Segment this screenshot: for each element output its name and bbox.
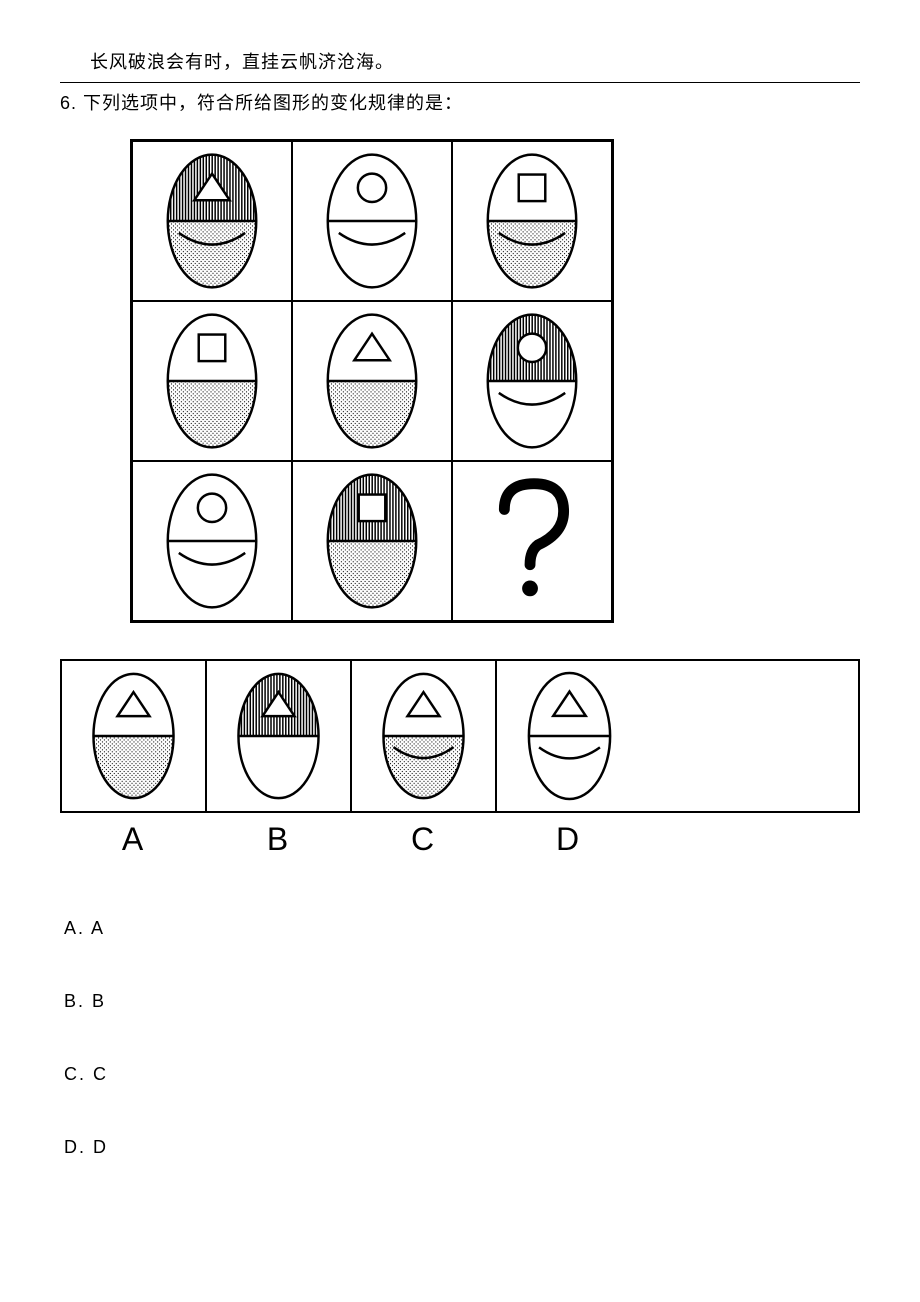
answer-c: C. C (64, 1064, 860, 1085)
grid-cell-6 (132, 461, 292, 621)
option-label-c: C (350, 821, 495, 858)
option-cell-3 (497, 661, 642, 811)
option-cell-2 (352, 661, 497, 811)
option-label-d: D (495, 821, 640, 858)
divider-line (60, 82, 860, 83)
answer-d: D. D (64, 1137, 860, 1158)
grid-cell-1 (292, 141, 452, 301)
option-cell-1 (207, 661, 352, 811)
option-cell-0 (62, 661, 207, 811)
options-row (60, 659, 860, 813)
option-labels-row: A B C D (60, 821, 860, 858)
option-label-b: B (205, 821, 350, 858)
header-quote: 长风破浪会有时，直挂云帆济沧海。 (90, 48, 860, 74)
grid-cell-2 (452, 141, 612, 301)
answer-choices: A. A B. B C. C D. D (60, 918, 860, 1158)
option-label-a: A (60, 821, 205, 858)
puzzle-grid-wrapper (60, 139, 860, 623)
grid-cell-5 (452, 301, 612, 461)
puzzle-grid (130, 139, 614, 623)
answer-a: A. A (64, 918, 860, 939)
grid-cell-7 (292, 461, 452, 621)
grid-cell-3 (132, 301, 292, 461)
question-text: 6. 下列选项中，符合所给图形的变化规律的是： (60, 89, 860, 115)
grid-cell-0 (132, 141, 292, 301)
grid-cell-8 (452, 461, 612, 621)
grid-cell-4 (292, 301, 452, 461)
answer-b: B. B (64, 991, 860, 1012)
